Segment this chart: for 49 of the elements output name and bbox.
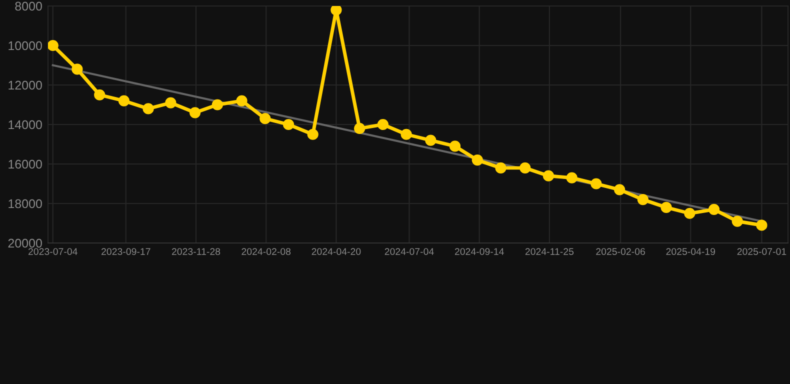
y-tick-label: 8000 — [15, 2, 42, 11]
point — [495, 162, 506, 174]
x-tick-label: 2025-04-19 — [666, 248, 716, 255]
point — [542, 170, 554, 182]
point — [614, 184, 626, 196]
point — [472, 154, 483, 166]
y-tick-label: 12000 — [8, 80, 42, 90]
point — [400, 128, 412, 140]
point — [94, 89, 106, 100]
x-tick-label: 2025-07-01 — [737, 248, 786, 255]
point — [236, 95, 248, 106]
y-tick-label: 16000 — [8, 160, 42, 169]
point — [756, 220, 768, 231]
point — [354, 122, 366, 134]
point — [660, 202, 672, 214]
y-tick-label: 20000 — [8, 238, 42, 248]
point — [425, 134, 436, 146]
point — [260, 113, 271, 124]
point — [165, 97, 176, 108]
point — [449, 140, 461, 152]
point — [282, 118, 294, 130]
point — [590, 178, 602, 190]
y-tick-label: 14000 — [8, 120, 42, 130]
x-tick-label: 2024-09-14 — [454, 248, 504, 255]
point — [377, 118, 389, 130]
x-tick-label: 2024-04-20 — [312, 248, 361, 255]
y-tick-label: 10000 — [8, 41, 42, 50]
x-tick-label: 2025-02-06 — [596, 248, 645, 255]
x-tick-label: 2023-11-28 — [172, 248, 220, 255]
point — [142, 103, 154, 114]
point — [307, 128, 318, 140]
point — [48, 40, 58, 52]
x-tick-label: 2023-09-17 — [102, 248, 150, 255]
point — [212, 99, 223, 110]
point — [189, 107, 201, 118]
point — [566, 172, 578, 184]
point — [330, 6, 342, 16]
point — [637, 194, 648, 206]
x-tick-label: 2024-07-04 — [384, 248, 434, 255]
point — [708, 204, 720, 215]
point — [118, 95, 130, 106]
point — [520, 162, 531, 174]
x-tick-label: 2023-07-04 — [28, 248, 78, 255]
point — [732, 216, 743, 227]
x-tick-label: 2024-02-08 — [242, 248, 291, 255]
point — [684, 208, 696, 219]
x-tick-label: 2024-11-25 — [525, 248, 574, 255]
point — [72, 64, 83, 75]
y-tick-label: 18000 — [8, 199, 42, 208]
